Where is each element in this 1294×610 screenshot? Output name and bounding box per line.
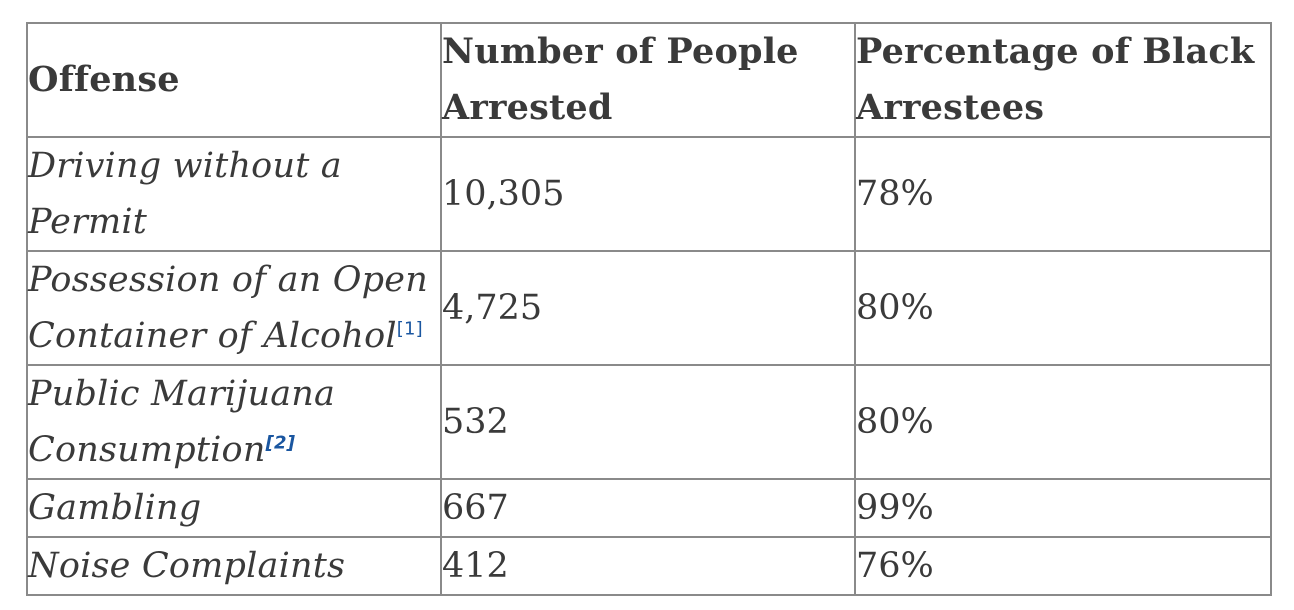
table-row: Public Marijuana Consumption[2] 532 80%: [26, 364, 1272, 480]
percent-cell: 78%: [854, 136, 1272, 252]
header-row: Offense Number of People Arrested Percen…: [26, 22, 1272, 138]
header-percent-black: Percentage of Black Arrestees: [854, 22, 1272, 138]
offense-cell: Possession of an Open Container of Alcoh…: [26, 250, 442, 366]
arrested-cell: 532: [440, 364, 856, 480]
arrested-cell: 667: [440, 478, 856, 538]
table-row: Gambling 667 99%: [26, 478, 1272, 538]
arrested-cell: 412: [440, 536, 856, 596]
percent-cell: 76%: [854, 536, 1272, 596]
reference-link[interactable]: [1]: [396, 318, 423, 340]
percent-cell: 99%: [854, 478, 1272, 538]
header-offense: Offense: [26, 22, 442, 138]
arrested-cell: 10,305: [440, 136, 856, 252]
offense-cell: Driving without a Permit: [26, 136, 442, 252]
table-wrapper: Offense Number of People Arrested Percen…: [26, 22, 1272, 596]
table-row: Noise Complaints 412 76%: [26, 536, 1272, 596]
offense-cell: Gambling: [26, 478, 442, 538]
reference-link[interactable]: [2]: [265, 432, 296, 454]
offense-text: Possession of an Open Container of Alcoh…: [28, 260, 428, 356]
percent-cell: 80%: [854, 364, 1272, 480]
arrested-cell: 4,725: [440, 250, 856, 366]
table-row: Driving without a Permit 10,305 78%: [26, 136, 1272, 252]
offense-cell: Noise Complaints: [26, 536, 442, 596]
offense-cell: Public Marijuana Consumption[2]: [26, 364, 442, 480]
percent-cell: 80%: [854, 250, 1272, 366]
table-row: Possession of an Open Container of Alcoh…: [26, 250, 1272, 366]
offense-text: Public Marijuana Consumption: [28, 374, 336, 470]
offenses-table: Offense Number of People Arrested Percen…: [26, 22, 1272, 596]
header-number-arrested: Number of People Arrested: [440, 22, 856, 138]
